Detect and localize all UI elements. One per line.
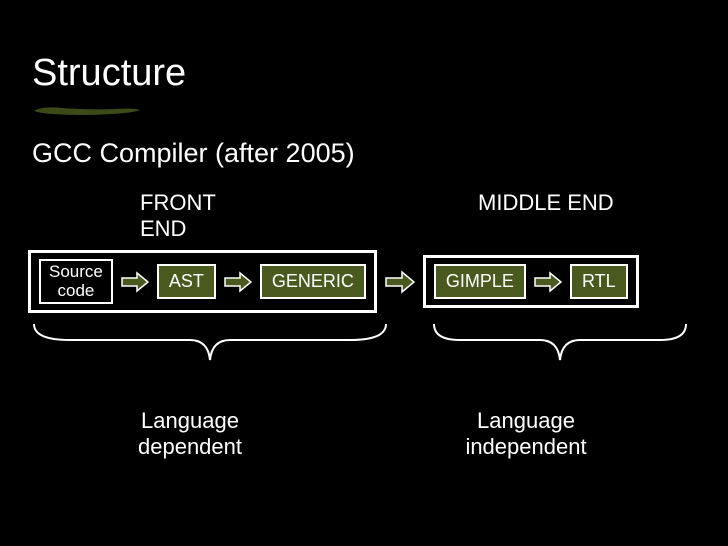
- label-language-dependent: Language dependent: [110, 408, 270, 461]
- brace-left: [30, 320, 390, 370]
- label-language-independent: Language independent: [436, 408, 616, 461]
- arrow-icon: [121, 271, 149, 293]
- arrow-icon: [385, 270, 415, 294]
- arrow-icon: [224, 271, 252, 293]
- section-label-middle-end: MIDDLE END: [478, 190, 614, 216]
- arrow-icon: [534, 271, 562, 293]
- node-gimple: GIMPLE: [434, 264, 526, 299]
- node-generic: GENERIC: [260, 264, 366, 299]
- node-rtl: RTL: [570, 264, 628, 299]
- pipeline-flow: Source code AST GENERIC GIMPLE RTL: [28, 250, 639, 313]
- page-title: Structure: [32, 52, 186, 95]
- section-label-front-end: FRONT END: [140, 190, 260, 243]
- subtitle: GCC Compiler (after 2005): [32, 138, 355, 169]
- node-source-code: Source code: [39, 259, 113, 304]
- group-middle-end: GIMPLE RTL: [423, 255, 639, 308]
- brace-right: [430, 320, 690, 370]
- group-front-end: Source code AST GENERIC: [28, 250, 377, 313]
- title-underline-decor: [32, 104, 142, 116]
- node-ast: AST: [157, 264, 216, 299]
